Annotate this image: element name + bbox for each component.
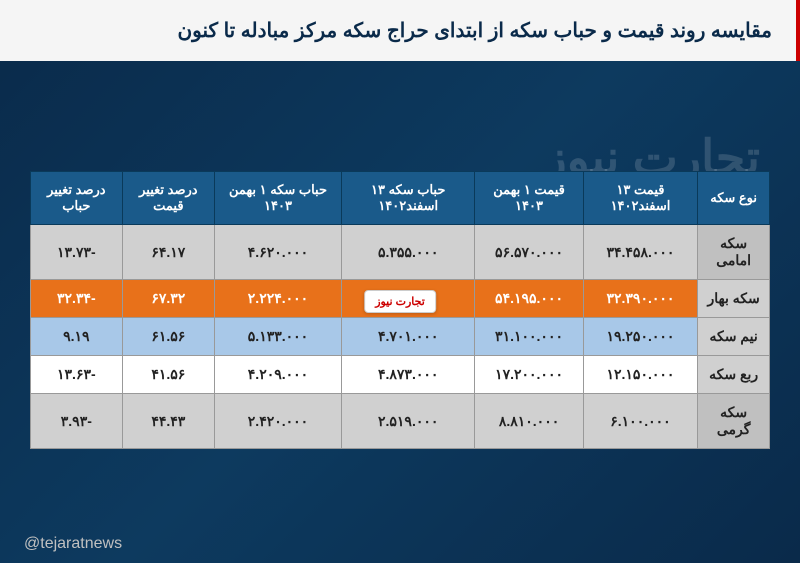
data-cell: ۴.۷۰۱.۰۰۰ [342, 318, 475, 356]
data-cell: -۳۲.۳۴ [31, 280, 123, 318]
col-bubble-new: حباب سکه ۱ بهمن ۱۴۰۳ [214, 172, 341, 225]
page-title: مقایسه روند قیمت و حباب سکه از ابتدای حر… [24, 18, 772, 43]
table-container: تجارت نیوز نوع سکه قیمت ۱۳ اسفند۱۴۰۲ قیم… [30, 171, 770, 449]
data-cell: ۵۴.۱۹۵.۰۰۰ [475, 280, 583, 318]
data-cell: ۵.۱۳۳.۰۰۰ [214, 318, 341, 356]
data-cell: ۴۴.۴۳ [122, 394, 214, 449]
col-bubble-old: حباب سکه ۱۳ اسفند۱۴۰۲ [342, 172, 475, 225]
table-row: سکه امامی۳۴.۴۵۸.۰۰۰۵۶.۵۷۰.۰۰۰۵.۳۵۵.۰۰۰۴.… [31, 225, 770, 280]
data-cell: ۱۷.۲۰۰.۰۰۰ [475, 356, 583, 394]
social-handle: @tejaratnews [24, 535, 122, 553]
data-cell: -۳.۹۳ [31, 394, 123, 449]
col-price-old: قیمت ۱۳ اسفند۱۴۰۲ [583, 172, 698, 225]
col-price-new: قیمت ۱ بهمن ۱۴۰۳ [475, 172, 583, 225]
title-bar: مقایسه روند قیمت و حباب سکه از ابتدای حر… [0, 0, 800, 61]
data-cell: ۲.۲۲۴.۰۰۰ [214, 280, 341, 318]
row-head-cell: سکه امامی [698, 225, 770, 280]
data-cell: ۹.۱۹ [31, 318, 123, 356]
row-head-cell: سکه بهار [698, 280, 770, 318]
row-head-cell: ربع سکه [698, 356, 770, 394]
table-row: نیم سکه۱۹.۲۵۰.۰۰۰۳۱.۱۰۰.۰۰۰۴.۷۰۱.۰۰۰۵.۱۳… [31, 318, 770, 356]
data-cell: ۱۲.۱۵۰.۰۰۰ [583, 356, 698, 394]
data-cell: ۴۱.۵۶ [122, 356, 214, 394]
data-cell: -۱۳.۷۳ [31, 225, 123, 280]
data-cell: ۳۱.۱۰۰.۰۰۰ [475, 318, 583, 356]
col-price-pct: درصد تغییر قیمت [122, 172, 214, 225]
table-row: ربع سکه۱۲.۱۵۰.۰۰۰۱۷.۲۰۰.۰۰۰۴.۸۷۳.۰۰۰۴.۲۰… [31, 356, 770, 394]
table-body: سکه امامی۳۴.۴۵۸.۰۰۰۵۶.۵۷۰.۰۰۰۵.۳۵۵.۰۰۰۴.… [31, 225, 770, 449]
data-cell: ۶۱.۵۶ [122, 318, 214, 356]
data-cell: ۲.۴۲۰.۰۰۰ [214, 394, 341, 449]
data-cell: -۱۳.۶۳ [31, 356, 123, 394]
logo-badge: تجارت نیوز [364, 290, 436, 313]
col-type: نوع سکه [698, 172, 770, 225]
data-cell: ۴.۸۷۳.۰۰۰ [342, 356, 475, 394]
data-cell: ۳۲.۳۹۰.۰۰۰ [583, 280, 698, 318]
table-row: سکه گرمی۶.۱۰۰.۰۰۰۸.۸۱۰.۰۰۰۲.۵۱۹.۰۰۰۲.۴۲۰… [31, 394, 770, 449]
data-cell: ۶۷.۳۲ [122, 280, 214, 318]
row-head-cell: نیم سکه [698, 318, 770, 356]
data-cell: ۶.۱۰۰.۰۰۰ [583, 394, 698, 449]
data-cell: ۳۴.۴۵۸.۰۰۰ [583, 225, 698, 280]
data-cell: ۲.۵۱۹.۰۰۰ [342, 394, 475, 449]
row-head-cell: سکه گرمی [698, 394, 770, 449]
table-header-row: نوع سکه قیمت ۱۳ اسفند۱۴۰۲ قیمت ۱ بهمن ۱۴… [31, 172, 770, 225]
data-cell: ۱۹.۲۵۰.۰۰۰ [583, 318, 698, 356]
data-cell: ۵.۳۵۵.۰۰۰ [342, 225, 475, 280]
col-bubble-pct: درصد تغییر حباب [31, 172, 123, 225]
data-cell: ۴.۲۰۹.۰۰۰ [214, 356, 341, 394]
data-cell: ۸.۸۱۰.۰۰۰ [475, 394, 583, 449]
data-cell: ۶۴.۱۷ [122, 225, 214, 280]
data-cell: ۴.۶۲۰.۰۰۰ [214, 225, 341, 280]
data-cell: ۵۶.۵۷۰.۰۰۰ [475, 225, 583, 280]
